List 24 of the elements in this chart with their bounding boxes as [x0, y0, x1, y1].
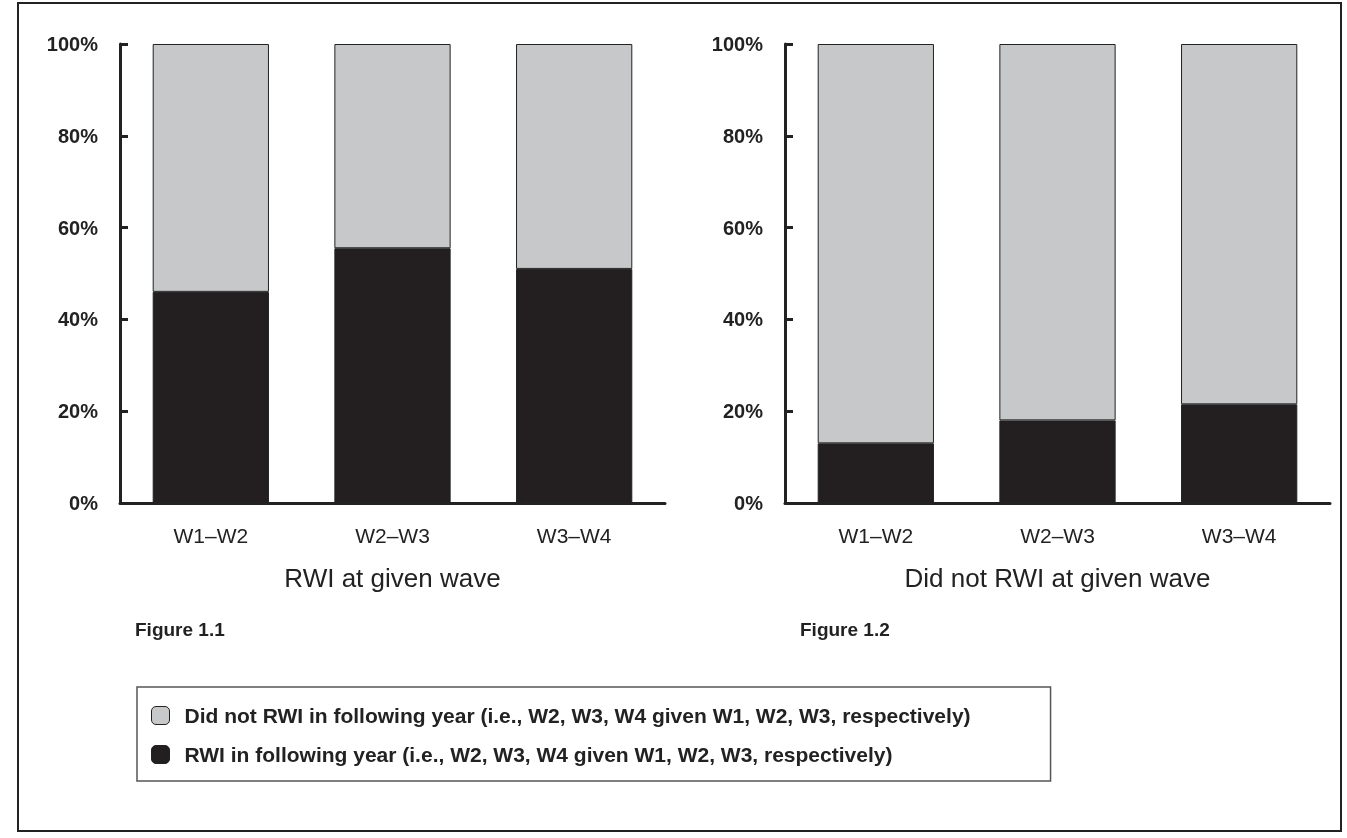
- y-tick-label: 20%: [57, 400, 99, 423]
- y-tick-label: 100%: [711, 33, 764, 55]
- y-tick-label: 80%: [57, 124, 99, 147]
- legend-label: RWI in following year (i.e., W2, W3, W4 given W1, W2, W3, respectively): [184, 743, 893, 766]
- y-tick-label: 20%: [722, 400, 764, 423]
- x-tick-label: W2–W3: [355, 524, 430, 547]
- x-tick-label: W2–W3: [1020, 524, 1095, 547]
- y-tick-label: 40%: [722, 308, 764, 331]
- x-tick-label: W1–W2: [838, 524, 914, 547]
- x-axis-title: RWI at given wave: [284, 563, 501, 593]
- y-tick-label: 60%: [722, 216, 764, 239]
- x-tick-label: W1–W2: [173, 524, 249, 547]
- y-tick-label: 40%: [57, 308, 99, 331]
- x-axis-title: Did not RWI at given wave: [904, 563, 1211, 593]
- y-tick-label: 60%: [57, 216, 99, 239]
- caption: Figure 1.2: [800, 619, 890, 640]
- y-tick-label: 100%: [46, 33, 99, 55]
- y-tick-label: 80%: [722, 124, 764, 147]
- x-tick-label: W3–W4: [1201, 524, 1277, 547]
- x-tick-label: W3–W4: [536, 524, 612, 547]
- legend-label: Did not RWI in following year (i.e., W2, W3, W4 given W1, W2, W3, respectively): [184, 704, 971, 727]
- y-tick-label: 0%: [69, 492, 99, 514]
- y-tick-label: 0%: [734, 492, 764, 514]
- caption: Figure 1.1: [135, 619, 226, 640]
